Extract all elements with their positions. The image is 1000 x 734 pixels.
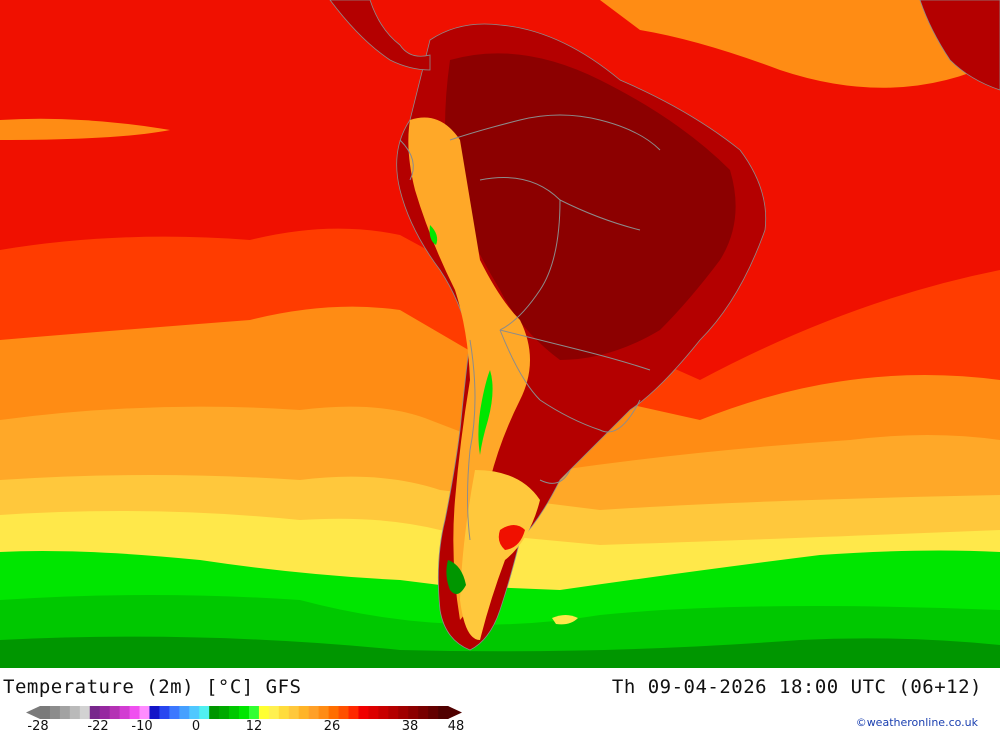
scale-tick-label: 48: [447, 719, 465, 734]
country-borders: [399, 114, 661, 541]
scale-swatch: [109, 706, 121, 719]
chile-south-green: [446, 560, 466, 594]
scale-swatch: [149, 706, 160, 719]
scale-swatch: [239, 706, 250, 719]
scale-swatch: [258, 706, 270, 719]
scale-swatch: [40, 706, 51, 719]
scale-tick-label: -10: [131, 719, 153, 734]
scale-arrow-high: [448, 706, 462, 719]
scale-swatch: [268, 706, 280, 719]
scale-swatch: [368, 706, 379, 719]
scale-swatch: [139, 706, 150, 719]
scale-swatch: [398, 706, 409, 719]
scale-arrow-low: [26, 706, 40, 719]
scale-tick-label: -22: [87, 719, 109, 734]
argentina-red-patch: [498, 525, 525, 550]
scale-swatch: [49, 706, 61, 719]
scale-swatch: [388, 706, 399, 719]
scale-swatch: [288, 706, 300, 719]
temperature-map: [0, 0, 1000, 668]
scale-swatch: [438, 706, 449, 719]
scale-tick-label: -28: [27, 719, 49, 734]
band-orange-atlantic-north: [600, 0, 1000, 88]
scale-swatch: [278, 706, 290, 719]
amazon-deep-red: [445, 53, 736, 360]
scale-swatch: [378, 706, 389, 719]
band-orange-west-strip: [0, 118, 170, 140]
scale-tick-label: 12: [245, 719, 263, 734]
map-title: Temperature (2m) [°C] GFS: [3, 676, 302, 698]
map-footer: Temperature (2m) [°C] GFS Th 09-04-2026 …: [0, 668, 1000, 733]
andes-green-strip: [478, 370, 493, 455]
scale-swatch: [199, 706, 210, 719]
scale-swatch: [129, 706, 140, 719]
scale-swatch: [298, 706, 310, 719]
scale-swatch: [169, 706, 180, 719]
scale-swatch: [348, 706, 359, 719]
africa-corner-landmass: [919, 0, 1000, 91]
scale-swatch: [308, 706, 320, 719]
scale-swatch: [358, 706, 369, 719]
scale-swatch: [99, 706, 111, 719]
scale-swatch: [328, 706, 339, 719]
credit-link[interactable]: ©weatheronline.co.uk: [855, 716, 978, 729]
andes-orange: [408, 117, 530, 620]
scale-swatch: [338, 706, 349, 719]
scale-swatch: [189, 706, 200, 719]
andes-green-patch: [429, 225, 438, 245]
scale-swatch: [209, 706, 220, 719]
scale-swatch: [179, 706, 190, 719]
scale-swatch: [418, 706, 429, 719]
central-america-landmass: [329, 0, 431, 71]
scale-swatch: [219, 706, 230, 719]
scale-swatch: [59, 706, 71, 719]
patagonia-yellow: [460, 470, 540, 640]
scale-tick-label: 26: [323, 719, 341, 734]
scale-swatch: [119, 706, 130, 719]
scale-tick-label: 0: [191, 719, 201, 734]
scale-swatch: [89, 706, 101, 719]
scale-tick-label: 38: [401, 719, 419, 734]
scale-swatch: [408, 706, 419, 719]
scale-swatch: [79, 706, 91, 719]
scale-swatch: [229, 706, 240, 719]
scale-swatch: [159, 706, 170, 719]
falkland-islands: [552, 615, 578, 625]
band-dark-green: [0, 636, 1000, 668]
map-valid-time: Th 09-04-2026 18:00 UTC (06+12): [611, 676, 982, 698]
scale-swatch: [248, 706, 260, 719]
color-scale-legend: [26, 706, 462, 719]
scale-swatch: [318, 706, 329, 719]
scale-swatch: [69, 706, 81, 719]
scale-swatch: [428, 706, 439, 719]
